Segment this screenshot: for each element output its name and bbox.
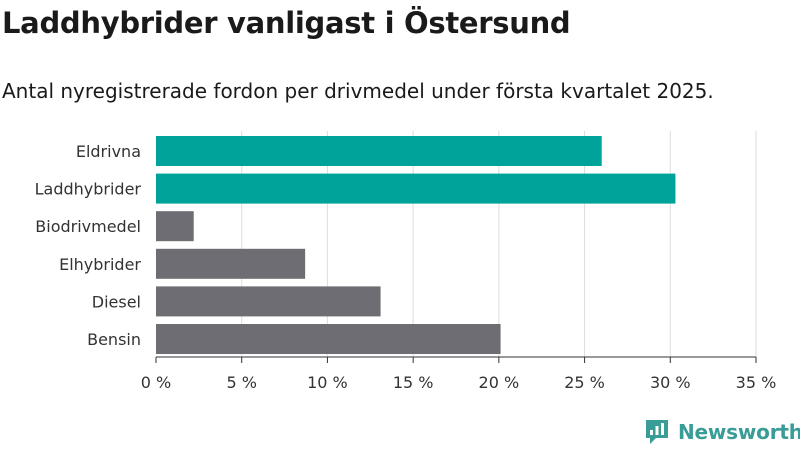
bar-laddhybrider [156,173,676,204]
brand-logo: Newsworthy [644,418,800,446]
category-label: Elhybrider [59,255,141,274]
x-tick-label: 0 % [141,373,171,392]
category-label: Biodrivmedel [35,217,141,236]
newsworthy-logo-icon [646,420,668,444]
bars [156,136,676,354]
category-label: Diesel [92,292,141,311]
category-label: Laddhybrider [35,180,142,199]
x-tick-label: 5 % [226,373,256,392]
chart-title: Laddhybrider vanligast i Östersund [2,6,571,40]
bar-biodrivmedel [156,211,194,242]
brand-name: Newsworthy [678,420,800,444]
category-label: Eldrivna [76,142,141,161]
x-axis: 0 % 5 % 10 % 15 % 20 % 25 % 30 % 35 % [141,356,777,392]
bar-bensin [156,324,501,354]
x-tick-label: 10 % [307,373,348,392]
grid-lines [241,131,757,357]
bar-elhybrider [156,248,306,279]
category-labels: Eldrivna Laddhybrider Biodrivmedel Elhybrid… [35,142,142,349]
bar-eldrivna [156,136,602,166]
x-tick-label: 15 % [393,373,434,392]
x-tick-label: 25 % [564,373,605,392]
x-tick-label: 35 % [736,373,777,392]
x-tick-label: 30 % [650,373,691,392]
bar-diesel [156,286,381,317]
chart-subtitle: Antal nyregistrerade fordon per drivmede… [2,79,714,103]
category-label: Bensin [87,330,141,349]
x-tick-label: 20 % [479,373,520,392]
